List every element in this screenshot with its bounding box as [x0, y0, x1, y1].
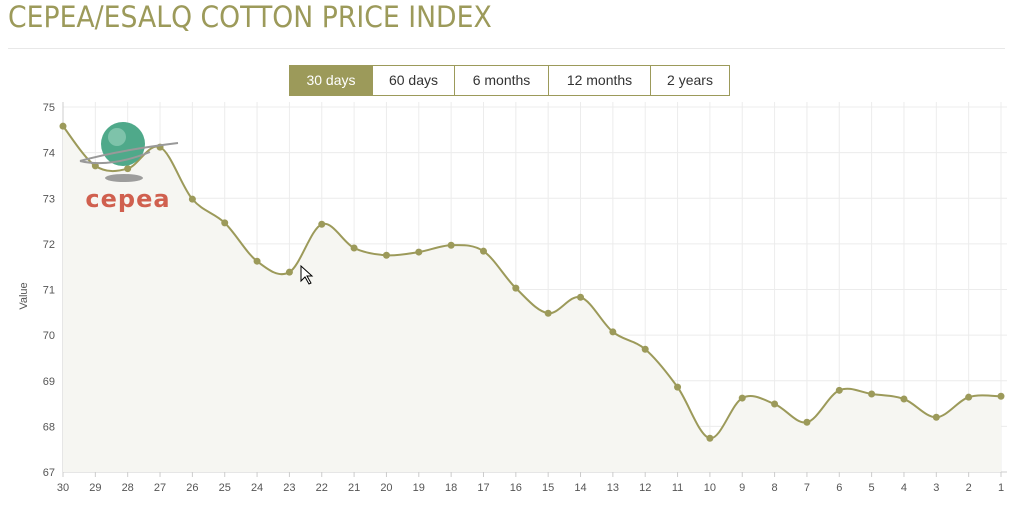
x-tick-label: 18 — [445, 482, 457, 494]
mouse-cursor-icon — [300, 264, 314, 285]
x-tick-label: 10 — [704, 482, 716, 494]
data-point — [253, 257, 261, 265]
y-tick-label: 70 — [43, 330, 55, 342]
x-tick-label: 14 — [574, 482, 586, 494]
x-tick-label: 9 — [739, 482, 745, 494]
x-tick-label: 2 — [966, 482, 972, 494]
x-tick-label: 16 — [510, 482, 522, 494]
data-point — [415, 248, 423, 256]
data-point — [997, 392, 1005, 400]
data-point — [641, 345, 649, 353]
x-tick-label: 1 — [998, 482, 1004, 494]
x-tick-label: 27 — [154, 482, 166, 494]
data-point — [577, 293, 585, 301]
range-tabs: 30 days 60 days 6 months 12 months 2 yea… — [289, 65, 730, 96]
y-tick-label: 75 — [43, 102, 55, 114]
data-point — [544, 309, 552, 317]
y-axis-label: Value — [18, 282, 30, 309]
x-tick-label: 4 — [901, 482, 907, 494]
data-point — [221, 219, 229, 227]
tab-30-days[interactable]: 30 days — [290, 66, 372, 95]
x-tick-label: 25 — [219, 482, 231, 494]
y-tick-label: 71 — [43, 285, 55, 297]
data-point — [59, 122, 67, 130]
x-tick-label: 28 — [122, 482, 134, 494]
x-tick-label: 8 — [772, 482, 778, 494]
x-tick-label: 26 — [186, 482, 198, 494]
data-point — [965, 393, 973, 401]
y-tick-label: 67 — [43, 467, 55, 479]
title-divider — [8, 48, 1005, 49]
area-fill — [63, 126, 1001, 472]
x-tick-label: 29 — [89, 482, 101, 494]
tab-60-days[interactable]: 60 days — [372, 66, 454, 95]
y-tick-label: 68 — [43, 421, 55, 433]
data-point — [124, 165, 132, 173]
data-point — [479, 247, 487, 255]
x-tick-label: 3 — [933, 482, 939, 494]
x-tick-label: 17 — [477, 482, 489, 494]
x-tick-label: 12 — [639, 482, 651, 494]
data-point — [318, 220, 326, 228]
y-tick-label: 73 — [43, 193, 55, 205]
x-tick-label: 24 — [251, 482, 263, 494]
tab-2-years[interactable]: 2 years — [650, 66, 729, 95]
cepea-logo: cepea — [79, 122, 179, 213]
data-point — [674, 383, 682, 391]
x-tick-label: 22 — [316, 482, 328, 494]
data-point — [609, 328, 617, 336]
tab-6-months[interactable]: 6 months — [454, 66, 548, 95]
data-point — [803, 418, 811, 426]
page-title: CEPEA/ESALQ COTTON PRICE INDEX — [8, 0, 492, 34]
data-point — [285, 268, 293, 276]
data-point — [835, 386, 843, 394]
y-tick-label: 69 — [43, 376, 55, 388]
data-point — [382, 251, 390, 259]
data-point — [932, 413, 940, 421]
x-tick-label: 23 — [283, 482, 295, 494]
data-point — [738, 394, 746, 402]
x-tick-label: 20 — [380, 482, 392, 494]
y-tick-label: 74 — [43, 148, 55, 160]
x-tick-label: 7 — [804, 482, 810, 494]
data-point — [512, 284, 520, 292]
data-point — [188, 195, 196, 203]
tab-12-months[interactable]: 12 months — [548, 66, 650, 95]
logo-text: cepea — [85, 185, 170, 213]
data-point — [447, 241, 455, 249]
y-tick-label: 72 — [43, 239, 55, 251]
data-point — [771, 400, 779, 408]
x-tick-label: 30 — [57, 482, 69, 494]
x-tick-label: 19 — [413, 482, 425, 494]
x-tick-label: 5 — [869, 482, 875, 494]
x-tick-label: 11 — [672, 482, 683, 494]
data-point — [350, 244, 358, 252]
x-tick-label: 15 — [542, 482, 554, 494]
data-point — [868, 390, 876, 398]
x-tick-label: 13 — [607, 482, 619, 494]
x-tick-label: 6 — [836, 482, 842, 494]
data-point — [900, 395, 908, 403]
x-tick-label: 21 — [348, 482, 360, 494]
data-point — [706, 434, 714, 442]
